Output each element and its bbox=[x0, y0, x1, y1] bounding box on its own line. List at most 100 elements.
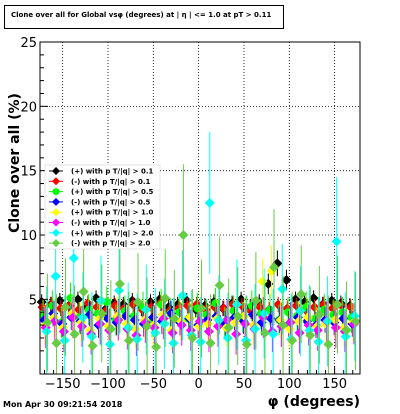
data-point bbox=[312, 325, 323, 336]
data-point bbox=[295, 305, 306, 316]
y-tick-label: 10 bbox=[20, 229, 37, 244]
data-point bbox=[213, 314, 224, 325]
x-tick-label: −50 bbox=[140, 377, 167, 392]
data-point bbox=[240, 318, 251, 329]
data-point bbox=[290, 294, 301, 305]
series-6 bbox=[41, 132, 360, 374]
legend-label: (-) with p T/|q| > 0.5 bbox=[71, 198, 151, 207]
data-point bbox=[54, 295, 65, 306]
legend-label: (-) with p T/|q| > 0.1 bbox=[71, 178, 151, 187]
x-tick-label: −150 bbox=[45, 377, 81, 392]
data-point bbox=[114, 278, 125, 289]
data-point bbox=[194, 316, 205, 327]
data-point bbox=[87, 340, 98, 351]
series-layer bbox=[36, 132, 361, 374]
x-tick-label: 50 bbox=[236, 377, 253, 392]
data-point bbox=[60, 302, 71, 313]
data-point bbox=[257, 276, 268, 287]
data-point bbox=[330, 322, 341, 333]
legend-label: (-) with p T/|q| > 2.0 bbox=[71, 240, 151, 249]
data-point bbox=[69, 329, 80, 340]
legend-label: (+) with p T/|q| > 1.0 bbox=[71, 209, 154, 218]
data-point bbox=[241, 339, 252, 350]
data-point bbox=[222, 332, 233, 343]
data-point bbox=[41, 326, 52, 337]
data-point bbox=[159, 318, 170, 329]
data-point bbox=[305, 330, 316, 341]
data-point bbox=[50, 271, 61, 282]
data-point bbox=[77, 321, 88, 332]
x-tick-label: 150 bbox=[322, 377, 347, 392]
data-point bbox=[212, 321, 223, 332]
data-point bbox=[322, 316, 333, 327]
timestamp: Mon Apr 30 09:21:54 2018 bbox=[3, 400, 123, 409]
data-point bbox=[151, 341, 162, 352]
data-point bbox=[114, 285, 125, 296]
data-point bbox=[294, 327, 305, 338]
y-tick-label: 25 bbox=[20, 36, 37, 51]
y-axis-label: Clone over all (%) bbox=[7, 93, 23, 233]
data-point bbox=[86, 331, 97, 342]
data-point bbox=[96, 308, 107, 319]
data-point bbox=[72, 294, 83, 305]
data-point bbox=[49, 316, 60, 327]
data-point bbox=[141, 304, 152, 315]
data-point bbox=[82, 298, 93, 309]
data-point bbox=[278, 320, 289, 331]
data-point bbox=[196, 303, 207, 314]
data-point bbox=[313, 336, 324, 347]
data-point bbox=[121, 318, 132, 329]
y-tick-label: 15 bbox=[20, 165, 37, 180]
data-point bbox=[105, 339, 116, 350]
data-point bbox=[176, 320, 187, 331]
x-tick-label: 100 bbox=[277, 377, 302, 392]
data-point bbox=[259, 308, 270, 319]
data-point bbox=[231, 299, 242, 310]
chart-title: Clone over all for Global vsφ (degrees) … bbox=[11, 11, 272, 19]
data-point bbox=[105, 323, 116, 334]
data-point bbox=[58, 326, 69, 337]
data-point bbox=[42, 317, 53, 328]
data-point bbox=[269, 262, 280, 273]
data-point bbox=[59, 335, 70, 346]
data-point bbox=[160, 293, 171, 304]
data-point bbox=[168, 338, 179, 349]
legend: (+) with p T/|q| > 0.1(-) with p T/|q| >… bbox=[44, 164, 161, 250]
data-point bbox=[195, 336, 206, 347]
data-point bbox=[341, 325, 352, 336]
legend-label: (+) with p T/|q| > 0.5 bbox=[71, 188, 154, 197]
series-7 bbox=[42, 164, 361, 374]
y-tick-label: 5 bbox=[29, 293, 37, 308]
data-point bbox=[133, 296, 144, 307]
data-point bbox=[285, 317, 296, 328]
data-point bbox=[231, 329, 242, 340]
data-point bbox=[308, 293, 319, 304]
data-point bbox=[95, 295, 106, 306]
axes: −150 −100 −50 0 50 100 150 5 10 15 20 25 bbox=[20, 36, 354, 392]
plot-frame bbox=[39, 41, 361, 375]
legend-label: (+) with p T/|q| > 0.1 bbox=[71, 168, 154, 177]
data-point bbox=[255, 302, 266, 313]
data-point bbox=[340, 331, 351, 342]
data-point bbox=[95, 318, 106, 329]
x-tick-label: −100 bbox=[90, 377, 126, 392]
data-point bbox=[123, 335, 134, 346]
x-tick-label: 0 bbox=[194, 377, 202, 392]
data-point bbox=[123, 322, 134, 333]
data-point bbox=[187, 332, 198, 343]
data-point bbox=[167, 327, 178, 338]
data-point bbox=[68, 253, 79, 264]
data-point bbox=[332, 299, 343, 310]
legend-box bbox=[44, 164, 161, 250]
data-point bbox=[259, 327, 270, 338]
data-point bbox=[113, 314, 124, 325]
x-axis-label: φ (degrees) bbox=[268, 394, 360, 410]
data-point bbox=[77, 312, 88, 323]
data-point bbox=[296, 289, 307, 300]
data-point bbox=[67, 312, 78, 323]
data-point bbox=[203, 326, 214, 337]
data-point bbox=[204, 197, 215, 208]
data-point bbox=[281, 275, 292, 286]
data-point bbox=[142, 321, 153, 332]
